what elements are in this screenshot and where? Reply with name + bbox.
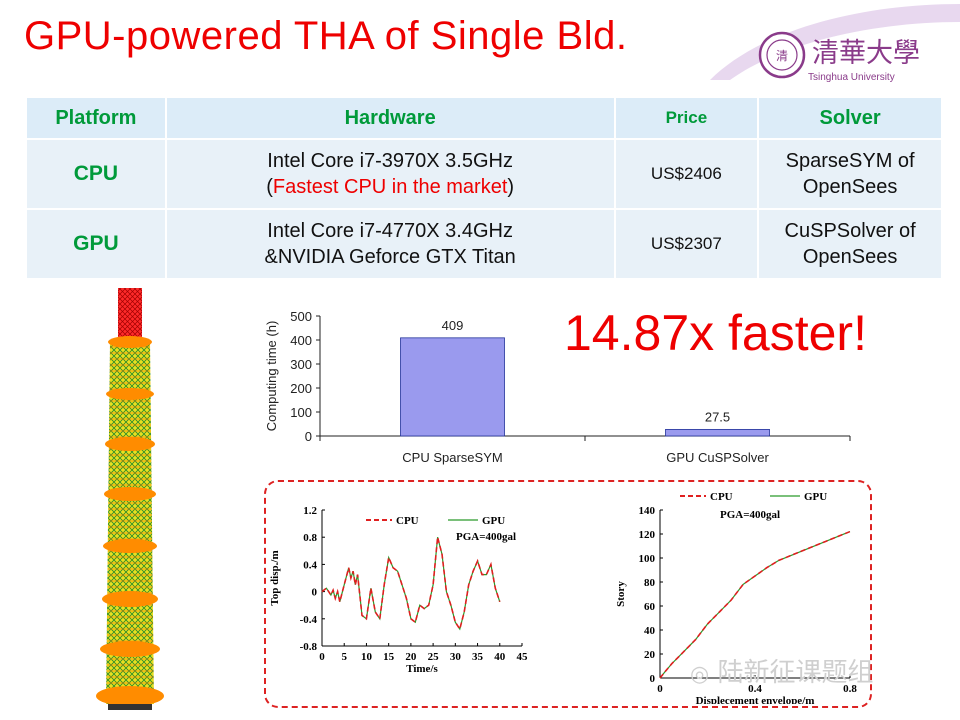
seal-mark: 清 bbox=[776, 49, 788, 63]
comparison-table: Platform Hardware Price Solver CPU Intel… bbox=[25, 96, 943, 280]
legend-cpu-label: CPU bbox=[710, 491, 733, 503]
slide-title: GPU-powered THA of Single Bld. bbox=[24, 14, 628, 58]
solver-line-2: OpenSees bbox=[802, 246, 898, 268]
cell-solver: CuSPSolver of OpenSees bbox=[759, 210, 941, 278]
pga-annotation: PGA=400gal bbox=[456, 531, 516, 543]
y-tick-label: 0 bbox=[650, 673, 656, 685]
x-tick-label: 0 bbox=[319, 651, 325, 663]
paren-open: ( bbox=[266, 176, 273, 198]
cell-solver: SparseSYM of OpenSees bbox=[759, 140, 941, 208]
y-tick-label: -0.4 bbox=[300, 614, 318, 626]
solver-line-1: CuSPSolver of bbox=[784, 220, 916, 242]
x-tick-label: 40 bbox=[494, 651, 506, 663]
hardware-line-2: &NVIDIA Geforce GTX Titan bbox=[264, 246, 516, 268]
cell-hardware: Intel Core i7-4770X 3.4GHz &NVIDIA Gefor… bbox=[166, 210, 614, 278]
wechat-watermark: ◎ 陆新征课题组 bbox=[690, 652, 873, 689]
y-tick-label: 80 bbox=[644, 577, 656, 589]
bar-y-tick-label: 500 bbox=[290, 309, 312, 324]
header-price: Price bbox=[615, 98, 758, 138]
bar-y-tick-label: 300 bbox=[290, 357, 312, 372]
computing-time-bar-chart: Computing time (h) 0 100 200 300 400 500 409 CP… bbox=[264, 309, 851, 465]
x-axis-label: Time/s bbox=[406, 663, 438, 675]
fastest-note: Fastest CPU in the market bbox=[272, 176, 508, 198]
y-tick-label: 100 bbox=[639, 553, 656, 565]
y-tick-label: 40 bbox=[644, 625, 656, 637]
cell-platform: CPU bbox=[27, 140, 165, 208]
y-tick-label: 0.8 bbox=[303, 532, 317, 544]
paren-close: ) bbox=[507, 176, 515, 198]
header-solver: Solver bbox=[759, 98, 941, 138]
bar-cpu bbox=[400, 337, 505, 437]
tower-model-image bbox=[96, 288, 164, 710]
speedup-headline: 14.87x faster! bbox=[564, 305, 867, 361]
table-header-row: Platform Hardware Price Solver bbox=[27, 98, 941, 138]
legend-cpu-label: CPU bbox=[396, 515, 419, 527]
y-tick-label: 0.4 bbox=[303, 559, 317, 571]
bar-category-label: CPU SparseSYM bbox=[402, 450, 502, 465]
y-tick-label: 120 bbox=[639, 529, 656, 541]
x-tick-label: 10 bbox=[361, 651, 373, 663]
y-tick-label: 0 bbox=[312, 587, 318, 599]
results-panel bbox=[264, 480, 872, 708]
legend-gpu-label: GPU bbox=[804, 491, 827, 503]
bar-y-axis-label: Computing time (h) bbox=[264, 321, 279, 432]
header-hardware: Hardware bbox=[166, 98, 614, 138]
displacement-envelope-chart: 0 0.4 0.8 0 20 40 60 80 100 120 140 Displecement en… bbox=[615, 491, 857, 704]
x-tick-label: 15 bbox=[383, 651, 395, 663]
chat-icon: ◎ bbox=[690, 662, 710, 687]
y-tick-label: 60 bbox=[644, 601, 656, 613]
bar-y-tick-label: 400 bbox=[290, 333, 312, 348]
x-tick-label: 30 bbox=[450, 651, 462, 663]
y-tick-label: 1.2 bbox=[303, 505, 317, 517]
x-tick-label: 5 bbox=[341, 651, 347, 663]
y-tick-label: 140 bbox=[639, 505, 656, 517]
bar-y-tick-label: 100 bbox=[290, 405, 312, 420]
cell-price: US$2406 bbox=[615, 140, 758, 208]
x-tick-label: 0.4 bbox=[748, 683, 762, 695]
cell-hardware: Intel Core i7-3970X 3.5GHz (Fastest CPU … bbox=[166, 140, 614, 208]
pga-annotation: PGA=400gal bbox=[720, 509, 780, 521]
watermark-text: 陆新征课题组 bbox=[717, 658, 874, 688]
y-axis-label: Story bbox=[615, 581, 627, 607]
x-tick-label: 20 bbox=[405, 651, 417, 663]
table-row: CPU Intel Core i7-3970X 3.5GHz (Fastest … bbox=[27, 140, 941, 208]
x-tick-label: 45 bbox=[517, 651, 529, 663]
cell-price: US$2307 bbox=[615, 210, 758, 278]
bar-category-label: GPU CuSPSolver bbox=[666, 450, 769, 465]
x-axis-label: Displecement envelope/m bbox=[696, 695, 815, 704]
y-tick-label: 20 bbox=[644, 649, 656, 661]
hardware-line-1: Intel Core i7-4770X 3.4GHz bbox=[267, 220, 513, 242]
cell-platform: GPU bbox=[27, 210, 165, 278]
logo-cn: 清華大學 bbox=[812, 38, 920, 69]
y-tick-label: -0.8 bbox=[300, 641, 318, 653]
logo-en: Tsinghua University bbox=[808, 72, 895, 83]
bar-value-label: 409 bbox=[442, 318, 464, 333]
cpu-series-line bbox=[321, 536, 501, 631]
hardware-line-2: (Fastest CPU in the market) bbox=[168, 174, 613, 200]
legend-gpu-label: GPU bbox=[482, 515, 505, 527]
x-tick-label: 25 bbox=[428, 651, 440, 663]
header-platform: Platform bbox=[27, 98, 165, 138]
table-row: GPU Intel Core i7-4770X 3.4GHz &NVIDIA G… bbox=[27, 210, 941, 278]
y-axis-label: Top disp./m bbox=[269, 550, 281, 605]
bar-value-label: 27.5 bbox=[705, 409, 730, 424]
x-tick-label: 0 bbox=[657, 683, 663, 695]
x-tick-label: 0.8 bbox=[843, 683, 857, 695]
solver-line-1: SparseSYM of bbox=[785, 150, 915, 172]
tsinghua-logo: 清 清華大學 Tsinghua University bbox=[710, 4, 960, 83]
hardware-line-1: Intel Core i7-3970X 3.5GHz bbox=[267, 150, 513, 172]
bar-y-tick-label: 200 bbox=[290, 381, 312, 396]
cpu-series-line bbox=[659, 530, 851, 679]
bar-gpu bbox=[665, 428, 770, 437]
bar-y-tick-label: 0 bbox=[305, 429, 312, 444]
solver-line-2: OpenSees bbox=[802, 176, 898, 198]
top-displacement-chart: 0 5 10 15 20 25 30 35 40 45 -0.8 -0.4 0 0.4 0.8 1.2 Time… bbox=[269, 505, 529, 675]
x-tick-label: 35 bbox=[472, 651, 484, 663]
